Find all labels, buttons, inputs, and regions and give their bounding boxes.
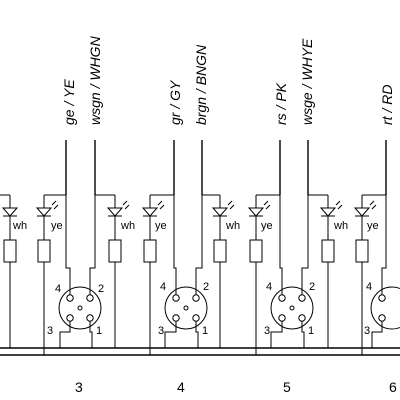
port-number-6: 6: [389, 379, 397, 395]
led-symbol: [3, 208, 17, 216]
pin-label-4: 4: [160, 281, 166, 293]
led-arrows: [123, 201, 129, 209]
pin-socket: [67, 295, 73, 301]
pin-label-4: 4: [266, 281, 272, 293]
pin-label-3: 3: [158, 325, 164, 337]
led-column-8: ye: [355, 195, 379, 330]
key-notch: [78, 306, 82, 310]
led-symbol: [213, 208, 227, 216]
led-symbol: [37, 208, 51, 216]
led-label: wh: [333, 220, 348, 232]
led-columns: wh ye wh ye: [3, 195, 379, 330]
wire-label-2: wsgn / WHGN: [87, 35, 103, 125]
led-label: ye: [261, 220, 273, 232]
port-number-5: 5: [283, 379, 291, 395]
led-arrows: [370, 201, 376, 209]
pin-label-2: 2: [309, 281, 315, 293]
resistor-symbol: [144, 240, 156, 262]
pin-label-3: 3: [47, 325, 53, 337]
led-arrows: [158, 201, 164, 209]
key-notch: [184, 306, 188, 310]
wire-label-7: rt / RD: [379, 85, 395, 125]
port-number-3: 3: [75, 379, 83, 395]
led-symbol: [108, 208, 122, 216]
wire-label-4: brgn / BNGN: [193, 44, 209, 125]
led-symbol: [355, 208, 369, 216]
led-arrows: [336, 201, 342, 209]
port-number-4: 4: [177, 379, 185, 395]
led-column-6: ye: [249, 195, 273, 330]
pin-label-1: 1: [202, 325, 208, 337]
pin-socket: [299, 295, 305, 301]
resistor-symbol: [250, 240, 262, 262]
wire-labels: ge / YE wsgn / WHGN gr / GY brgn / BNGN …: [61, 35, 395, 125]
bus-lines: [0, 330, 400, 355]
pin-socket: [279, 315, 285, 321]
pin-socket: [299, 315, 305, 321]
pin-label-4: 4: [55, 283, 61, 295]
led-arrows: [264, 201, 270, 209]
wire-label-6: wsge / WHYE: [299, 38, 315, 125]
led-symbol: [321, 208, 335, 216]
led-column-5: wh: [213, 195, 240, 330]
resistor-symbol: [214, 240, 226, 262]
wire-label-5: rs / PK: [273, 82, 289, 125]
connector-6: 4 3: [364, 195, 400, 348]
pin-socket: [193, 315, 199, 321]
connectors: 4 2 3 1 4 2 3 1: [47, 195, 400, 348]
connector-body: [271, 287, 313, 329]
pin-socket: [173, 315, 179, 321]
led-column-3: wh: [108, 195, 135, 330]
wire-label-3: gr / GY: [167, 79, 183, 125]
led-column-4: ye: [143, 195, 167, 330]
pin-label-3: 3: [264, 325, 270, 337]
pin-label-1: 1: [96, 325, 102, 337]
pin-label-4: 4: [366, 281, 372, 293]
pin-label-1: 1: [308, 325, 314, 337]
led-label: ye: [155, 220, 167, 232]
led-label: wh: [225, 220, 240, 232]
led-label: ye: [367, 220, 379, 232]
port-numbers: 3 4 5 6: [75, 379, 397, 395]
led-label: wh: [120, 220, 135, 232]
pin-label-2: 2: [98, 283, 104, 295]
pin-label-2: 2: [203, 281, 209, 293]
resistor-symbol: [356, 240, 368, 262]
connector-4: 4 2 3 1: [158, 195, 209, 348]
connector-body: [165, 287, 207, 329]
resistor-symbol: [109, 240, 121, 262]
pin-socket: [173, 295, 179, 301]
resistor-symbol: [4, 240, 16, 262]
led-label: ye: [51, 220, 63, 232]
pin-label-3: 3: [364, 325, 370, 337]
led-symbol: [143, 208, 157, 216]
pin-socket: [379, 295, 385, 301]
resistor-symbol: [322, 240, 334, 262]
pin-socket: [67, 315, 73, 321]
led-symbol: [249, 208, 263, 216]
connector-body: [59, 287, 101, 329]
led-column-2: ye: [37, 195, 63, 330]
pin-socket: [87, 315, 93, 321]
led-arrows: [52, 201, 58, 209]
connector-5: 4 2 3 1: [264, 195, 315, 348]
led-column-7: wh: [321, 195, 348, 330]
resistor-symbol: [38, 240, 50, 262]
connector-body: [371, 287, 400, 329]
pin-socket: [379, 315, 385, 321]
led-column-1: wh: [3, 195, 27, 330]
wire-label-1: ge / YE: [61, 79, 77, 125]
led-arrows: [228, 201, 234, 209]
pin-socket: [279, 295, 285, 301]
connector-3: 4 2 3 1: [47, 195, 104, 348]
key-notch: [290, 306, 294, 310]
pin-socket: [193, 295, 199, 301]
signal-wires: [66, 140, 386, 195]
pin-socket: [87, 295, 93, 301]
led-label: wh: [12, 220, 27, 232]
